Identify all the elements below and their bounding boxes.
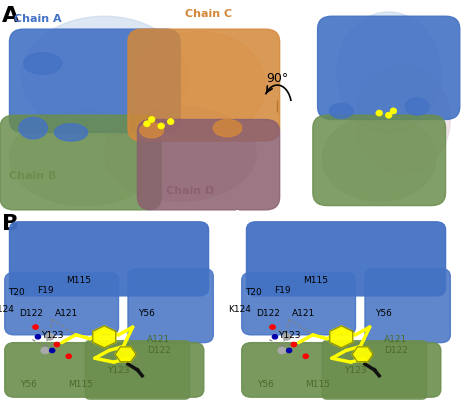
Circle shape [167, 119, 174, 126]
Text: Chain D: Chain D [166, 185, 214, 195]
Polygon shape [352, 347, 373, 362]
FancyBboxPatch shape [128, 30, 280, 142]
Circle shape [291, 343, 297, 347]
Ellipse shape [133, 32, 265, 139]
Ellipse shape [140, 124, 164, 139]
Circle shape [158, 124, 164, 130]
Polygon shape [330, 326, 353, 348]
Text: A121: A121 [147, 334, 170, 343]
Text: D122: D122 [147, 345, 171, 354]
Text: 90°: 90° [266, 72, 288, 85]
Ellipse shape [104, 107, 256, 202]
Text: Y123: Y123 [107, 365, 130, 374]
Text: T20: T20 [245, 287, 262, 296]
FancyBboxPatch shape [5, 273, 118, 335]
Text: Y123: Y123 [41, 330, 64, 339]
Text: K124: K124 [228, 305, 251, 314]
Text: M115: M115 [303, 275, 328, 285]
Text: B: B [2, 214, 19, 234]
FancyBboxPatch shape [9, 222, 209, 296]
Ellipse shape [55, 124, 88, 142]
Circle shape [148, 117, 155, 123]
Text: Chain C: Chain C [185, 9, 232, 19]
Circle shape [66, 354, 72, 358]
Circle shape [385, 113, 392, 119]
Circle shape [303, 354, 309, 358]
Circle shape [33, 325, 38, 329]
FancyBboxPatch shape [137, 120, 280, 210]
FancyBboxPatch shape [318, 17, 460, 120]
Circle shape [55, 343, 60, 347]
Ellipse shape [21, 17, 187, 137]
FancyBboxPatch shape [322, 341, 427, 399]
Text: F19: F19 [273, 285, 291, 294]
FancyBboxPatch shape [9, 30, 180, 133]
Text: D122: D122 [256, 309, 280, 318]
Circle shape [50, 348, 55, 353]
Circle shape [278, 347, 286, 354]
FancyBboxPatch shape [242, 273, 356, 335]
Ellipse shape [356, 66, 450, 174]
Text: Y123: Y123 [344, 365, 367, 374]
Text: F19: F19 [36, 285, 54, 294]
Circle shape [390, 109, 397, 115]
Text: M115: M115 [66, 275, 91, 285]
Circle shape [270, 325, 275, 329]
Text: T20: T20 [8, 287, 25, 296]
Text: Y56: Y56 [138, 309, 155, 318]
FancyBboxPatch shape [246, 222, 446, 296]
Text: Y56: Y56 [375, 309, 392, 318]
Text: Chain B: Chain B [9, 170, 57, 180]
Circle shape [376, 111, 383, 117]
Text: M115: M115 [68, 379, 93, 388]
Circle shape [41, 347, 49, 354]
Ellipse shape [322, 116, 436, 202]
Circle shape [46, 333, 54, 341]
FancyBboxPatch shape [242, 343, 441, 397]
Text: Y123: Y123 [278, 330, 301, 339]
Text: A121: A121 [55, 309, 78, 318]
Circle shape [272, 335, 278, 339]
Circle shape [283, 333, 291, 341]
Text: Chain A: Chain A [14, 13, 62, 23]
Text: D122: D122 [19, 309, 43, 318]
Ellipse shape [329, 104, 353, 119]
Ellipse shape [337, 13, 441, 133]
Polygon shape [93, 326, 116, 348]
Text: M115: M115 [305, 379, 330, 388]
Circle shape [35, 335, 40, 339]
Ellipse shape [24, 53, 62, 75]
Ellipse shape [213, 120, 242, 137]
Circle shape [144, 122, 150, 128]
FancyBboxPatch shape [128, 269, 213, 343]
Text: K124: K124 [0, 305, 14, 314]
FancyBboxPatch shape [313, 116, 446, 206]
FancyBboxPatch shape [0, 116, 161, 210]
FancyBboxPatch shape [85, 341, 190, 399]
Text: Y56: Y56 [20, 379, 37, 388]
Text: D122: D122 [384, 345, 408, 354]
FancyBboxPatch shape [5, 343, 204, 397]
Text: A121: A121 [384, 334, 407, 343]
Text: Y56: Y56 [257, 379, 274, 388]
Ellipse shape [9, 112, 161, 206]
FancyBboxPatch shape [365, 269, 450, 343]
Ellipse shape [19, 118, 47, 139]
Ellipse shape [405, 99, 429, 116]
Text: A: A [2, 6, 19, 26]
Polygon shape [115, 347, 136, 362]
Circle shape [286, 348, 292, 353]
Text: A121: A121 [292, 309, 315, 318]
